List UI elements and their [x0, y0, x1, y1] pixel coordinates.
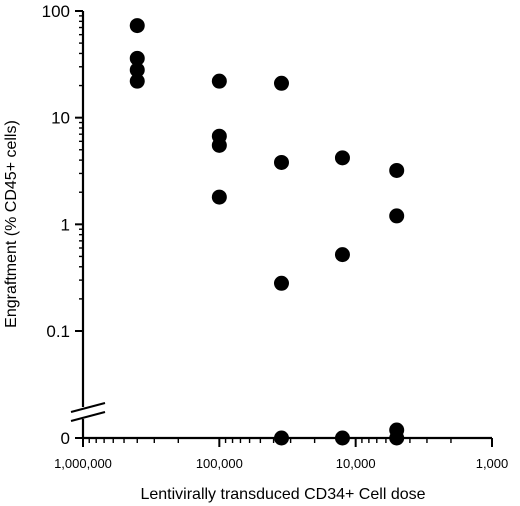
data-points: [129, 18, 405, 446]
data-point: [129, 62, 145, 78]
data-point: [334, 150, 350, 166]
y-ticks: 100 10 1 0.1 0: [42, 2, 83, 448]
y-axis-break-mark: [70, 402, 106, 413]
y-tick-label: 0: [61, 429, 70, 448]
data-point: [334, 247, 350, 263]
data-point: [211, 137, 227, 153]
y-axis-break-mark: [70, 411, 106, 422]
x-tick-label: 1,000: [476, 456, 509, 471]
x-tick-label: 100,000: [196, 456, 243, 471]
data-point: [129, 18, 145, 34]
y-tick-label: 10: [51, 109, 70, 128]
data-point: [389, 422, 405, 438]
data-point: [273, 275, 289, 291]
data-point: [129, 50, 145, 66]
y-tick-label: 1: [61, 215, 70, 234]
data-point: [273, 75, 289, 91]
y-tick-label: 100: [42, 2, 70, 21]
data-point: [129, 73, 145, 89]
data-point: [211, 189, 227, 205]
data-point: [389, 208, 405, 224]
x-tick-label: 10,000: [336, 456, 376, 471]
data-point: [389, 162, 405, 178]
data-point: [334, 430, 350, 446]
x-tick-label: 1,000,000: [54, 456, 112, 471]
x-axis-title: Lentivirally transduced CD34+ Cell dose: [140, 486, 425, 503]
y-tick-label: 0.1: [46, 322, 70, 341]
data-point: [273, 154, 289, 170]
data-point: [273, 430, 289, 446]
y-axis-title: Engraftment (% CD45+ cells): [3, 120, 20, 328]
x-ticks: 1,000,000 100,000 10,000 1,000: [54, 438, 508, 471]
data-point: [211, 73, 227, 89]
